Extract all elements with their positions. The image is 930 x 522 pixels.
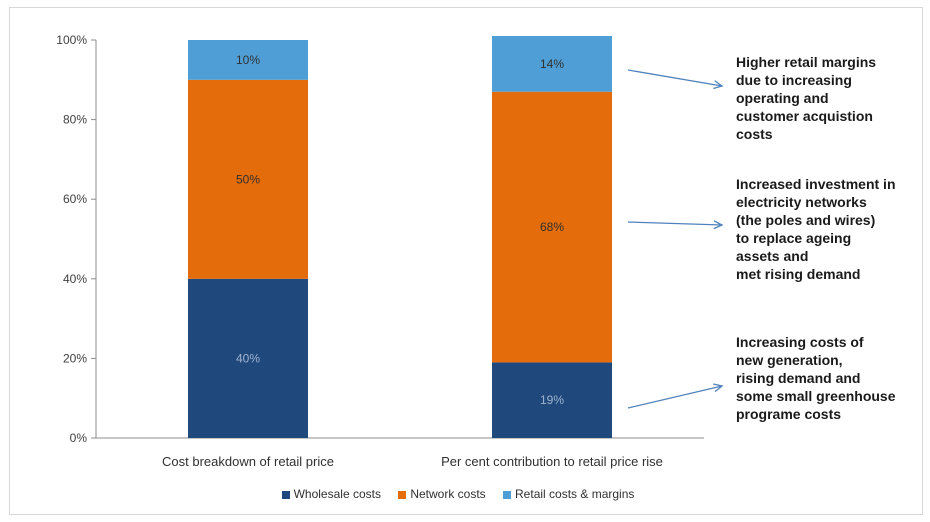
annotation-arrow-head xyxy=(713,80,724,90)
bar-segment xyxy=(188,278,308,438)
annotation-arrow-head xyxy=(713,220,724,230)
data-label: 14% xyxy=(540,57,564,71)
annotation-retail-margins: Higher retail margins due to increasing … xyxy=(736,54,877,142)
y-tick-label: 80% xyxy=(63,113,87,127)
annotation-arrow-line xyxy=(627,221,723,226)
bar-segment xyxy=(492,36,612,92)
data-label: 50% xyxy=(236,172,260,186)
annotation-generation-costs: Increasing costs of new generation, risi… xyxy=(736,334,896,422)
legend-swatch-retail xyxy=(503,490,512,499)
legend-label-retail: Retail costs & margins xyxy=(515,486,635,501)
x-category-label: Per cent contribution to retail price ri… xyxy=(441,454,663,469)
x-category-label: Cost breakdown of retail price xyxy=(162,454,334,469)
data-label: 40% xyxy=(236,351,260,365)
chart-frame xyxy=(9,7,923,515)
bar-segment xyxy=(492,362,612,438)
legend-swatch-network xyxy=(398,490,407,499)
y-tick-label: 0% xyxy=(70,431,88,445)
annotation-arrow-line xyxy=(627,385,723,409)
legend-item-network: Network costs xyxy=(398,486,486,501)
data-label: 19% xyxy=(540,393,564,407)
bar-segment xyxy=(188,40,308,80)
legend-item-retail: Retail costs & margins xyxy=(503,487,634,501)
data-label: 68% xyxy=(540,220,564,234)
y-tick-label: 100% xyxy=(56,33,87,47)
data-label: 10% xyxy=(236,53,260,67)
y-tick-label: 40% xyxy=(63,272,87,286)
bar-segment xyxy=(492,91,612,363)
annotation-arrow-head xyxy=(713,383,724,393)
y-tick-label: 20% xyxy=(63,351,87,365)
legend-label-wholesale: Wholesale costs xyxy=(293,486,381,501)
legend: Wholesale costs Network costs Retail cos… xyxy=(0,486,930,501)
legend-swatch-wholesale xyxy=(281,490,290,499)
annotation-arrow-line xyxy=(627,69,723,87)
legend-label-network: Network costs xyxy=(410,486,486,501)
y-tick-label: 60% xyxy=(63,192,87,206)
bar-segment xyxy=(188,79,308,279)
legend-item-wholesale: Wholesale costs xyxy=(281,486,381,501)
annotation-network-investment: Increased investment in electricity netw… xyxy=(736,176,896,282)
